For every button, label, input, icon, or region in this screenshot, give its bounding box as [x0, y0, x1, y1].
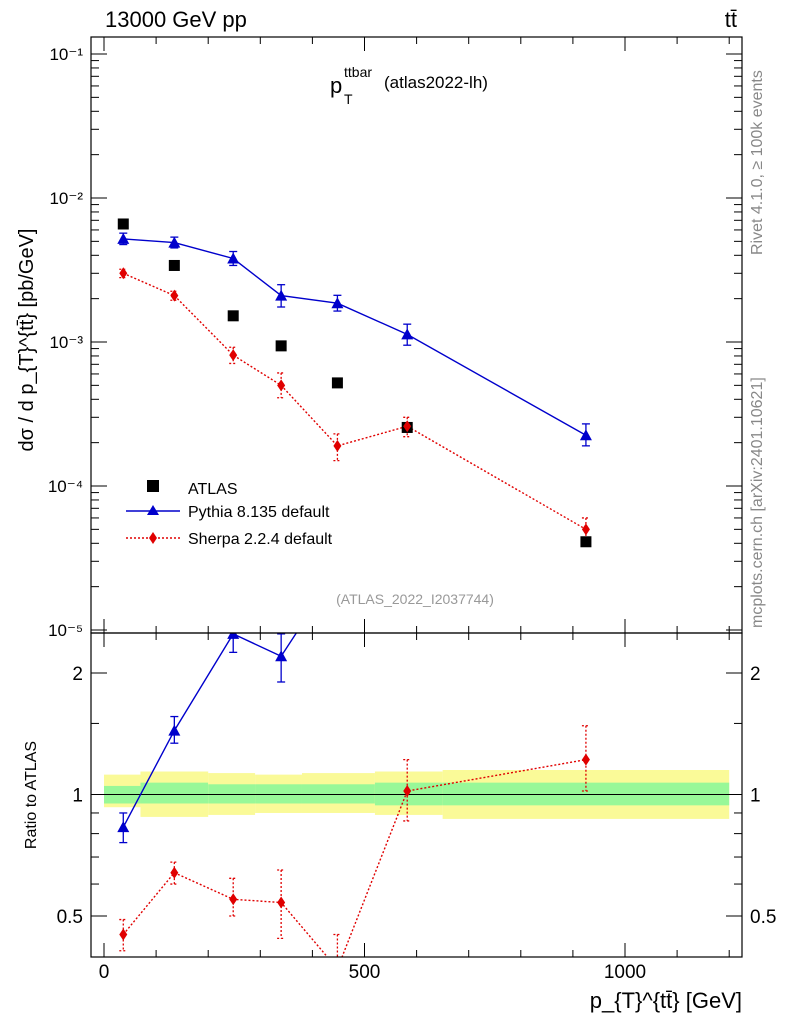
ratio-band-inner	[255, 784, 302, 804]
sherpa-main-point	[581, 523, 590, 536]
ratio-band-inner	[442, 782, 730, 806]
title-superscript: ttbar	[344, 64, 372, 80]
sherpa-main-point	[277, 379, 286, 392]
sherpa-main-point	[229, 349, 238, 362]
sherpa-main-point	[170, 289, 179, 302]
sherpa-ratio-point	[170, 866, 179, 879]
main-y-tick-label: 10⁻⁴	[48, 477, 83, 496]
atlas-data-point	[227, 310, 239, 322]
pythia-main-point	[168, 236, 181, 248]
sherpa-ratio-point	[229, 893, 238, 906]
main-y-tick-label: 10⁻⁵	[48, 621, 83, 640]
atlas-data-point	[275, 340, 287, 352]
ratio-band-inner	[208, 784, 256, 804]
pythia-ratio-point	[580, 490, 592, 501]
main-y-tick-label: 10⁻³	[49, 333, 83, 352]
x-tick-label: 0	[99, 962, 110, 983]
title-main: p	[330, 73, 342, 98]
x-axis-title: p_{T}^{tt̄} [GeV]	[590, 988, 742, 1013]
ratio-y-tick-label: 0.5	[57, 907, 83, 928]
sherpa-ratio-point	[333, 963, 341, 975]
atlas-data-point	[168, 259, 180, 271]
pythia-main-point	[227, 252, 240, 264]
ratio-y-tick-label-right: 2	[750, 664, 761, 685]
ratio-y-tick-label-right: 1	[750, 786, 761, 807]
axis-ticks: 10⁻¹ 10⁻² 10⁻³ 10⁻⁴ 10⁻⁵ 0 500 1000 0.5 0.5 1 1 2 2	[48, 37, 776, 983]
process-label: tt̄	[725, 7, 737, 32]
pythia-main-point	[331, 297, 344, 309]
legend-marker-sherpa	[149, 532, 157, 544]
sherpa-main-point	[403, 420, 412, 433]
sherpa-main-point	[119, 267, 128, 280]
ratio-band-inner	[301, 784, 375, 804]
sherpa-ratio-point	[277, 896, 286, 909]
pythia-main-line	[123, 238, 587, 436]
main-series-layer	[117, 218, 592, 548]
legend-marker-pythia	[147, 505, 159, 515]
sherpa-main-point	[333, 439, 342, 452]
pythia-ratio-point	[401, 529, 413, 540]
pythia-ratio-point	[227, 633, 240, 639]
x-tick-label: 1000	[604, 962, 646, 983]
ratio-y-axis-title: Ratio to ATLAS	[23, 741, 40, 849]
main-y-tick-label: 10⁻¹	[49, 45, 83, 64]
title-suffix: (atlas2022-lh)	[384, 73, 488, 92]
sherpa-ratio-point	[119, 928, 128, 941]
sherpa-ratio-point	[403, 785, 412, 798]
title-subscript: T	[344, 91, 353, 107]
analysis-id: (ATLAS_2022_I2037744)	[336, 591, 494, 607]
pythia-ratio-point	[331, 564, 343, 575]
pythia-main-point	[401, 328, 414, 340]
pythia-ratio-point	[168, 724, 181, 736]
atlas-data-point	[331, 377, 343, 389]
ratio-y-tick-label: 2	[72, 664, 83, 685]
main-y-axis-title: dσ / d p_{T}^{tt̄} [pb/GeV]	[16, 229, 38, 452]
pythia-ratio-point	[275, 650, 288, 662]
plot-title: p ttbar T (atlas2022-lh)	[330, 64, 488, 107]
atlas-data-point	[580, 536, 592, 548]
pythia-main-point	[117, 232, 130, 244]
mcplots-watermark: mcplots.cern.ch [arXiv:2401.10621]	[749, 377, 766, 628]
rivet-watermark: Rivet 4.1.0, ≥ 100k events	[749, 70, 766, 255]
energy-label: 13000 GeV pp	[105, 7, 247, 32]
legend-label-atlas: ATLAS	[188, 481, 238, 498]
ratio-band-inner	[140, 782, 209, 804]
atlas-data-point	[117, 218, 129, 230]
ratio-series-layer	[117, 490, 592, 975]
legend-marker-atlas	[147, 480, 159, 492]
pythia-main-point	[579, 429, 592, 441]
sherpa-ratio-point	[581, 753, 590, 766]
main-y-tick-label: 10⁻²	[49, 189, 83, 208]
ratio-y-tick-label: 1	[72, 786, 83, 807]
pythia-main-point	[275, 289, 288, 301]
x-tick-label: 500	[349, 962, 381, 983]
ratio-y-tick-label-right: 0.5	[750, 907, 776, 928]
legend: ATLAS Pythia 8.135 default Sherpa 2.2.4 …	[126, 480, 333, 548]
legend-label-pythia: Pythia 8.135 default	[188, 504, 330, 521]
pythia-ratio-point	[117, 821, 130, 833]
legend-label-sherpa: Sherpa 2.2.4 default	[188, 531, 333, 548]
